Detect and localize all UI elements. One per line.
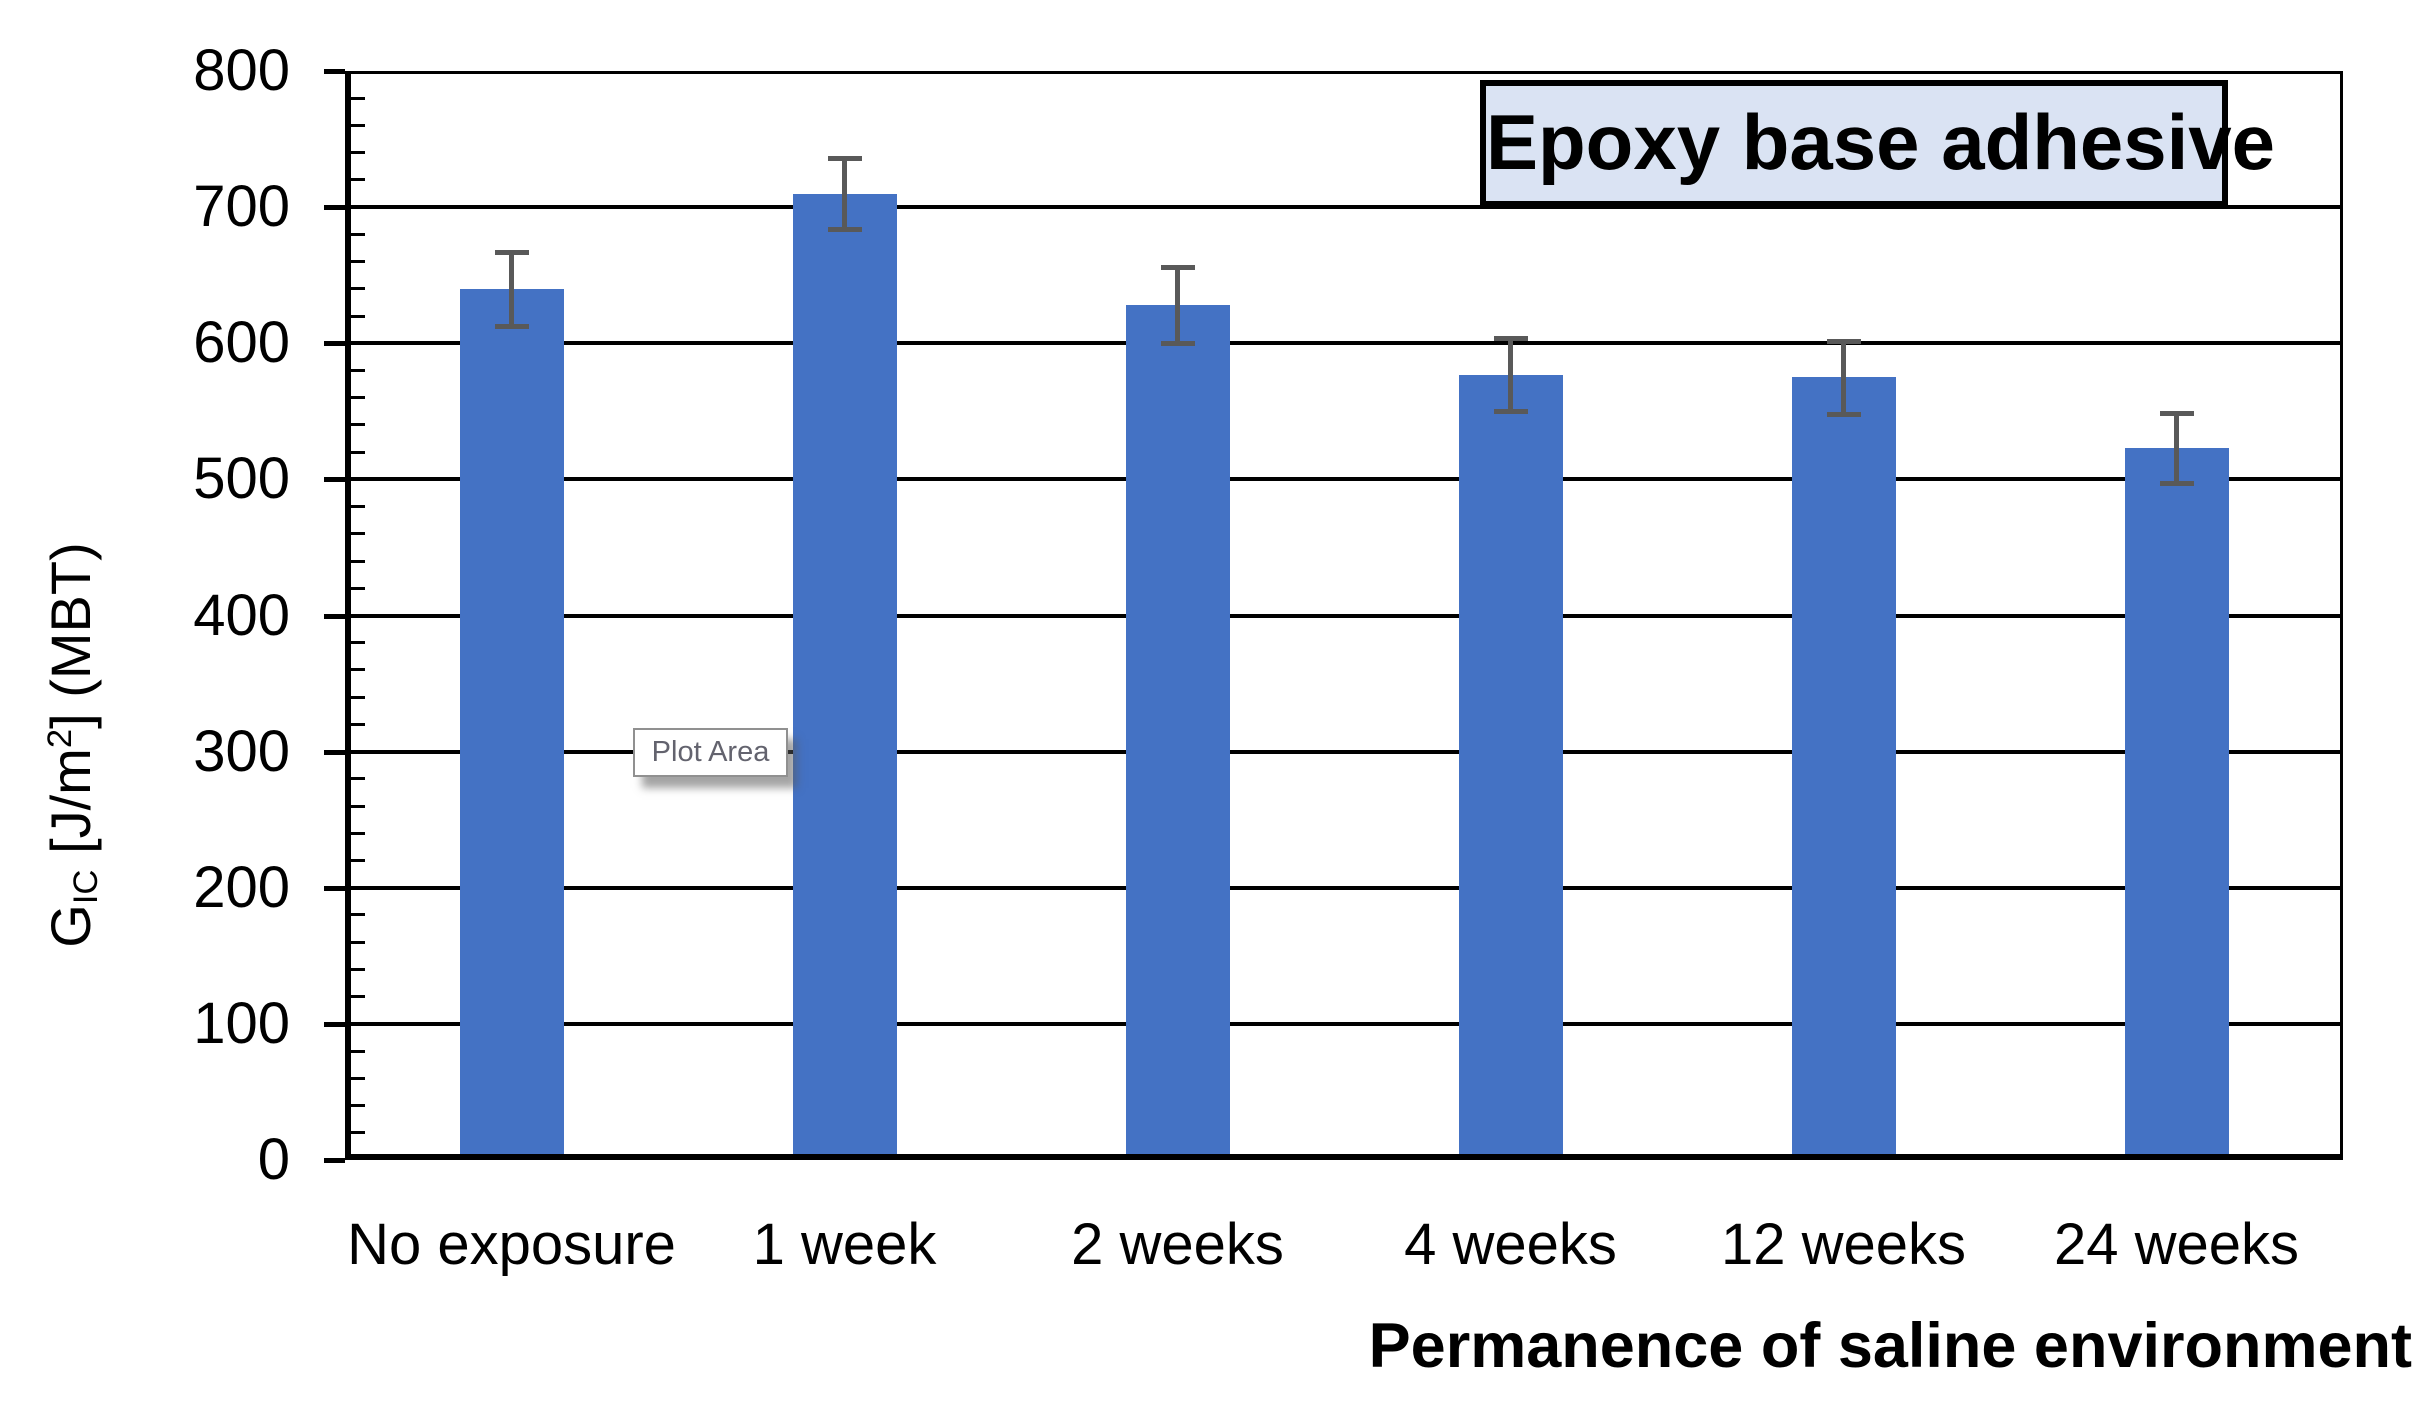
y-axis-minor-tick xyxy=(351,913,365,917)
y-axis-minor-tick xyxy=(351,396,365,400)
y-tick-label: 800 xyxy=(193,38,290,103)
error-cap-top xyxy=(494,250,529,256)
error-cap-top xyxy=(827,156,862,162)
y-tick-label: 400 xyxy=(193,582,290,648)
error-bar xyxy=(2174,412,2179,484)
y-tick-label: 300 xyxy=(193,718,290,784)
bar[interactable] xyxy=(2124,448,2229,1160)
y-axis-major-tick xyxy=(324,205,345,211)
y-axis-minor-tick xyxy=(351,1131,365,1135)
gridline xyxy=(345,341,2343,346)
y-axis-title-subscript: IC xyxy=(66,869,105,905)
y-axis-major-tick xyxy=(324,477,345,483)
y-axis-minor-tick xyxy=(351,668,365,672)
error-cap-top xyxy=(1160,265,1195,271)
gridline xyxy=(345,749,2343,754)
error-cap-bottom xyxy=(1826,412,1861,418)
y-axis-title-end: ] (MBT) xyxy=(39,542,103,729)
error-cap-top xyxy=(2159,410,2194,416)
y-axis-minor-tick xyxy=(351,178,365,182)
y-axis-minor-tick xyxy=(351,505,365,509)
error-bar xyxy=(842,158,847,229)
y-axis-major-tick xyxy=(324,69,345,74)
gridline xyxy=(345,205,2343,210)
y-axis-title[interactable]: GIC [J/m2] (MBT) xyxy=(38,542,106,948)
gridline xyxy=(345,885,2343,890)
y-axis-major-tick xyxy=(324,341,345,347)
x-tick-label: 24 weeks xyxy=(2053,1212,2300,1277)
y-axis-minor-tick xyxy=(351,777,365,781)
x-tick-label: No exposure xyxy=(347,1212,676,1277)
y-axis-title-mid: [J/m xyxy=(39,748,103,870)
bar[interactable] xyxy=(1458,374,1563,1160)
y-axis-title-base: G xyxy=(39,904,103,948)
y-axis-minor-tick xyxy=(351,96,365,100)
y-axis-minor-tick xyxy=(351,831,365,835)
y-axis-minor-tick xyxy=(351,1104,365,1108)
gridline xyxy=(345,1021,2343,1026)
y-tick-label: 0 xyxy=(257,1127,290,1192)
x-axis-title[interactable]: Permanence of saline environment xyxy=(1368,1311,2412,1381)
bar[interactable] xyxy=(1791,377,1896,1160)
error-bar xyxy=(1841,340,1846,415)
x-tick-label: 1 week xyxy=(752,1212,937,1277)
y-axis-minor-tick xyxy=(351,559,365,563)
y-tick-label: 600 xyxy=(193,310,290,376)
error-cap-bottom xyxy=(827,226,862,232)
error-bar xyxy=(1508,337,1513,412)
y-axis-minor-tick xyxy=(351,450,365,454)
plot-area-tooltip: Plot Area xyxy=(633,728,788,777)
error-cap-top xyxy=(1493,335,1528,341)
y-axis-minor-tick xyxy=(351,1049,365,1053)
error-cap-bottom xyxy=(494,323,529,329)
y-axis-major-tick xyxy=(324,1158,345,1163)
chart-title[interactable]: Epoxy base adhesive xyxy=(1480,80,2275,207)
error-bar xyxy=(509,252,514,326)
error-cap-bottom xyxy=(1160,341,1195,347)
y-axis-minor-tick xyxy=(351,123,365,127)
y-axis-minor-tick xyxy=(351,967,365,971)
plot-area[interactable] xyxy=(345,71,2343,1160)
error-cap-top xyxy=(1826,338,1861,344)
y-axis-minor-tick xyxy=(351,151,365,155)
y-axis-minor-tick xyxy=(351,695,365,699)
bar[interactable] xyxy=(1125,305,1230,1160)
bar[interactable] xyxy=(792,193,897,1160)
y-tick-label: 200 xyxy=(193,854,290,920)
gridline xyxy=(345,613,2343,618)
y-axis-minor-tick xyxy=(351,586,365,590)
gridline xyxy=(345,477,2343,482)
y-axis-minor-tick xyxy=(351,314,365,318)
y-axis-minor-tick xyxy=(351,423,365,427)
y-axis-minor-tick xyxy=(351,260,365,264)
error-bar xyxy=(1175,267,1180,344)
y-axis-minor-tick xyxy=(351,532,365,536)
y-axis-minor-tick xyxy=(351,232,365,236)
y-axis-major-tick xyxy=(324,885,345,891)
y-axis-major-tick xyxy=(324,1021,345,1027)
y-axis-minor-tick xyxy=(351,641,365,645)
bar[interactable] xyxy=(459,288,564,1160)
y-axis-minor-tick xyxy=(351,995,365,999)
error-cap-bottom xyxy=(2159,481,2194,487)
y-axis-major-tick xyxy=(324,613,345,619)
x-tick-label: 2 weeks xyxy=(1071,1212,1284,1277)
y-tick-label: 700 xyxy=(193,174,290,240)
y-axis-minor-tick xyxy=(351,940,365,944)
y-axis-minor-tick xyxy=(351,804,365,808)
y-axis-minor-tick xyxy=(351,368,365,372)
x-tick-label: 4 weeks xyxy=(1404,1212,1617,1277)
y-axis-minor-tick xyxy=(351,859,365,863)
y-axis-minor-tick xyxy=(351,722,365,726)
y-axis-minor-tick xyxy=(351,1076,365,1080)
y-axis-minor-tick xyxy=(351,287,365,291)
x-tick-label: 12 weeks xyxy=(1720,1212,1967,1277)
y-tick-label: 100 xyxy=(193,990,290,1056)
y-tick-label: 500 xyxy=(193,446,290,512)
y-axis-title-superscript: 2 xyxy=(40,728,79,749)
y-axis-major-tick xyxy=(324,749,345,755)
error-cap-bottom xyxy=(1493,409,1528,415)
